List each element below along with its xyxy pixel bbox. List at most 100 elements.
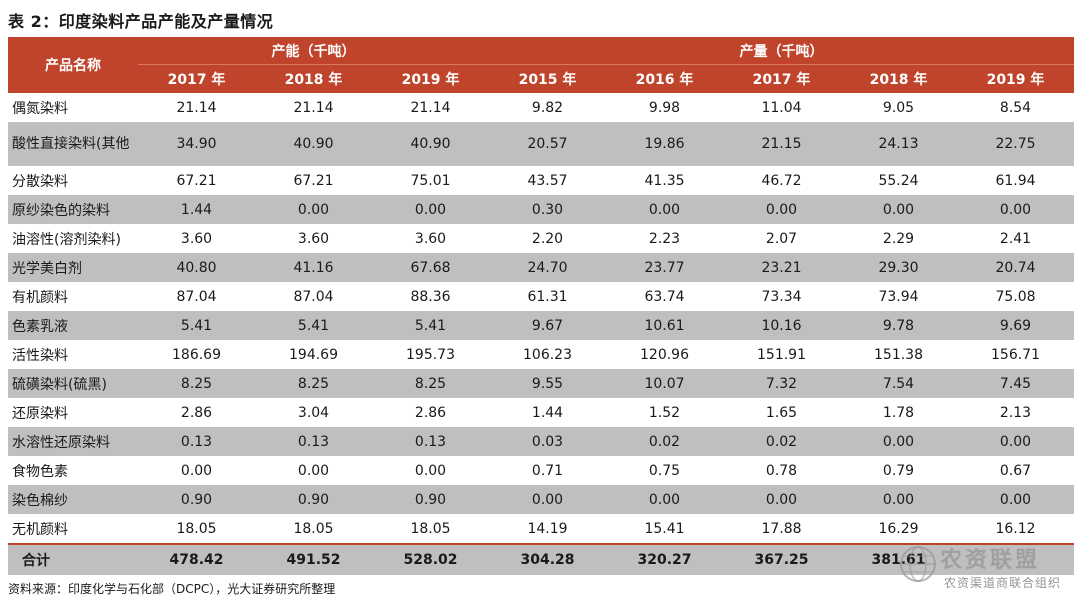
value-cell: 73.34 xyxy=(761,288,802,305)
value-cell: 87.04 xyxy=(176,288,217,305)
product-name-cell: 油溶性(溶剂染料) xyxy=(12,231,121,248)
table-row: 无机颜料 18.05 18.05 18.05 14.19 15.41 17.88 16.29 1… xyxy=(8,514,1074,544)
total-value-cell: 478.42 xyxy=(138,543,255,575)
value-cell: 0.30 xyxy=(489,195,606,224)
value-cell: 9.67 xyxy=(489,311,606,340)
value-cell: 0.67 xyxy=(999,462,1032,479)
value-cell: 0.00 xyxy=(414,462,447,479)
value-cell: 18.05 xyxy=(293,520,334,537)
value-cell: 1.65 xyxy=(765,404,798,421)
value-cell: 0.00 xyxy=(180,462,213,479)
watermark-text: 农资联盟 xyxy=(940,548,1041,573)
value-cell: 8.54 xyxy=(999,99,1032,116)
value-cell: 46.72 xyxy=(761,172,802,189)
table-row: 水溶性还原染料 0.13 0.13 0.13 0.03 0.02 0.02 0.00 0.00 xyxy=(8,427,1074,456)
value-cell: 0.00 xyxy=(606,485,723,514)
product-name-cell: 水溶性还原染料 xyxy=(8,427,138,456)
product-name-cell: 偶氮染料 xyxy=(12,100,68,117)
value-cell: 0.13 xyxy=(255,427,372,456)
total-value-cell: 304.28 xyxy=(489,543,606,575)
product-name-cell: 酸性直接染料(其他 xyxy=(8,122,138,166)
value-cell: 120.96 xyxy=(640,346,689,363)
value-cell: 2.86 xyxy=(180,404,213,421)
value-cell: 16.29 xyxy=(878,520,919,537)
value-cell: 17.88 xyxy=(761,520,802,537)
value-cell: 24.70 xyxy=(489,253,606,282)
value-cell: 63.74 xyxy=(644,288,685,305)
value-cell: 11.04 xyxy=(761,99,802,116)
product-name-cell: 光学美白剂 xyxy=(8,253,138,282)
value-cell: 18.05 xyxy=(176,520,217,537)
value-cell: 0.00 xyxy=(957,485,1074,514)
value-cell: 67.68 xyxy=(372,253,489,282)
value-cell: 9.98 xyxy=(648,99,681,116)
header-output-year: 2016 年 xyxy=(606,64,723,93)
value-cell: 0.00 xyxy=(723,195,840,224)
value-cell: 3.60 xyxy=(180,230,213,247)
value-cell: 15.41 xyxy=(644,520,685,537)
value-cell: 23.21 xyxy=(723,253,840,282)
total-value-cell: 528.02 xyxy=(372,543,489,575)
value-cell: 2.20 xyxy=(531,230,564,247)
value-cell: 9.82 xyxy=(531,99,564,116)
header-output-group: 产量（千吨） xyxy=(489,37,1074,65)
table-row: 食物色素 0.00 0.00 0.00 0.71 0.75 0.78 0.79 0.67 xyxy=(8,456,1074,485)
product-name-cell: 分散染料 xyxy=(12,173,68,190)
value-cell: 75.08 xyxy=(995,288,1036,305)
header-output-year: 2015 年 xyxy=(489,64,606,93)
value-cell: 0.00 xyxy=(255,195,372,224)
value-cell: 151.91 xyxy=(757,346,806,363)
product-name-cell: 硫磺染料(硫黑) xyxy=(8,369,138,398)
product-name-cell: 原纱染色的染料 xyxy=(8,195,138,224)
table-row: 酸性直接染料(其他 34.90 40.90 40.90 20.57 19.86 21.15 2… xyxy=(8,122,1074,166)
table-row: 硫磺染料(硫黑) 8.25 8.25 8.25 9.55 10.07 7.32 7.54 7.4… xyxy=(8,369,1074,398)
value-cell: 34.90 xyxy=(138,122,255,166)
value-cell: 43.57 xyxy=(527,172,568,189)
value-cell: 55.24 xyxy=(878,172,919,189)
value-cell: 0.71 xyxy=(531,462,564,479)
value-cell: 10.61 xyxy=(606,311,723,340)
value-cell: 1.78 xyxy=(882,404,915,421)
value-cell: 0.03 xyxy=(489,427,606,456)
total-value-cell: 381.61 xyxy=(840,543,957,575)
value-cell: 0.00 xyxy=(957,427,1074,456)
value-cell: 8.25 xyxy=(255,369,372,398)
header-capacity-year: 2017 年 xyxy=(138,64,255,93)
value-cell: 0.13 xyxy=(372,427,489,456)
value-cell: 0.90 xyxy=(372,485,489,514)
source-note: 资料来源：印度化学与石化部（DCPC），光大证券研究所整理 xyxy=(8,582,336,596)
header-output-year: 2018 年 xyxy=(840,64,957,93)
value-cell: 16.12 xyxy=(995,520,1036,537)
total-value-cell: 320.27 xyxy=(606,543,723,575)
value-cell: 3.60 xyxy=(414,230,447,247)
table-row: 偶氮染料 21.14 21.14 21.14 9.82 9.98 11.04 9.05 8.54 xyxy=(8,93,1074,122)
value-cell: 21.14 xyxy=(410,99,451,116)
value-cell: 186.69 xyxy=(172,346,221,363)
value-cell: 0.75 xyxy=(648,462,681,479)
value-cell: 1.52 xyxy=(648,404,681,421)
table-row: 分散染料 67.21 67.21 75.01 43.57 41.35 46.72 55.24 6… xyxy=(8,166,1074,195)
value-cell: 24.13 xyxy=(840,122,957,166)
value-cell: 1.44 xyxy=(531,404,564,421)
table-row: 光学美白剂 40.80 41.16 67.68 24.70 23.77 23.21 29.30… xyxy=(8,253,1074,282)
value-cell: 0.90 xyxy=(138,485,255,514)
value-cell: 3.04 xyxy=(297,404,330,421)
value-cell: 5.41 xyxy=(138,311,255,340)
header-capacity-group: 产能（千吨） xyxy=(138,37,489,65)
value-cell: 75.01 xyxy=(410,172,451,189)
total-value-cell: 367.25 xyxy=(723,543,840,575)
value-cell: 0.00 xyxy=(372,195,489,224)
value-cell: 5.41 xyxy=(372,311,489,340)
value-cell: 2.86 xyxy=(414,404,447,421)
value-cell: 0.00 xyxy=(723,485,840,514)
value-cell: 67.21 xyxy=(176,172,217,189)
value-cell: 21.14 xyxy=(176,99,217,116)
value-cell: 18.05 xyxy=(410,520,451,537)
table-row: 活性染料 186.69 194.69 195.73 106.23 120.96 151.91… xyxy=(8,340,1074,369)
value-cell: 40.80 xyxy=(138,253,255,282)
value-cell: 2.41 xyxy=(999,230,1032,247)
total-value-cell xyxy=(957,543,1074,575)
value-cell: 5.41 xyxy=(255,311,372,340)
value-cell: 0.79 xyxy=(882,462,915,479)
table-row: 染色棉纱 0.90 0.90 0.90 0.00 0.00 0.00 0.00 0.00 xyxy=(8,485,1074,514)
